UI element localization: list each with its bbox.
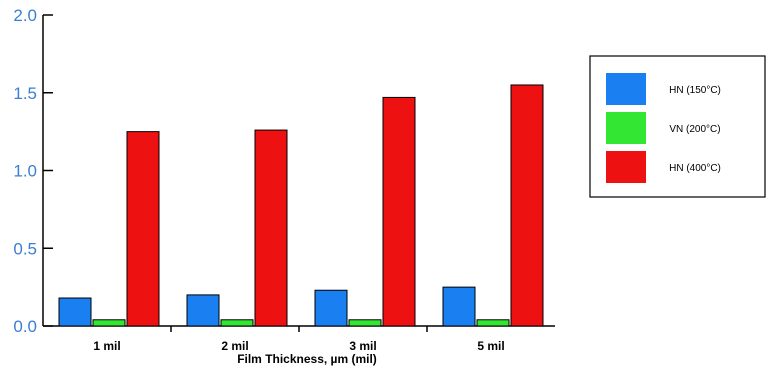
legend-swatch: [606, 151, 646, 183]
x-tick-label: 1 mil: [93, 339, 120, 353]
bar: [314, 289, 348, 327]
y-tick-label: 0.5: [13, 239, 37, 258]
x-tick-label: 2 mil: [221, 339, 248, 353]
bar: [186, 294, 220, 327]
legend-label: HN (400°C): [669, 163, 721, 174]
bar: [476, 319, 510, 327]
legend-label: VN (200°C): [669, 124, 720, 135]
x-tick-label: 3 mil: [349, 339, 376, 353]
y-tick-label: 1.5: [13, 84, 37, 103]
x-tick-label: 5 mil: [477, 339, 504, 353]
legend-swatch: [606, 112, 646, 144]
bar: [442, 286, 476, 327]
bar: [58, 297, 92, 327]
x-axis: 1 mil 2 mil 3 mil 5 mil: [43, 325, 555, 353]
bar: [382, 96, 416, 327]
bar: [510, 84, 544, 327]
legend: HN (150°C) VN (200°C) HN (400°C): [589, 55, 766, 198]
bars: [58, 84, 544, 327]
y-tick-label: 2.0: [13, 6, 37, 25]
y-tick-label: 1.0: [13, 162, 37, 181]
bar: [348, 319, 382, 327]
bar: [220, 319, 254, 327]
y-tick-label: 0.0: [13, 317, 37, 336]
x-axis-title: Film Thickness, µm (mil): [237, 352, 377, 366]
y-axis: 0.0 0.5 1.0 1.5 2.0: [13, 6, 53, 336]
legend-label: HN (150°C): [669, 85, 721, 96]
bar: [126, 131, 160, 327]
legend-swatch: [606, 73, 646, 105]
bar: [254, 129, 288, 327]
bar: [92, 319, 126, 327]
